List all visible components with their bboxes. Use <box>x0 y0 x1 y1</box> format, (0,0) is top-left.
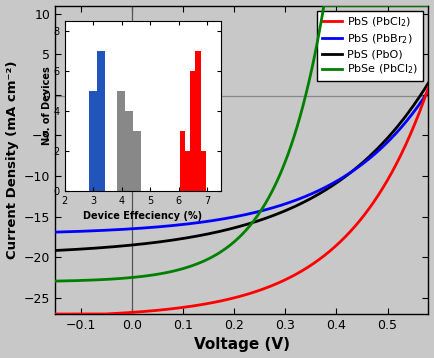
Legend: PbS (PbCl$_2$), PbS (PbBr$_2$), PbS (PbO), PbSe (PbCl$_2$): PbS (PbCl$_2$), PbS (PbBr$_2$), PbS (PbO… <box>317 11 423 81</box>
X-axis label: Voltage (V): Voltage (V) <box>194 338 290 352</box>
Y-axis label: Current Density (mA cm⁻²): Current Density (mA cm⁻²) <box>6 61 19 259</box>
